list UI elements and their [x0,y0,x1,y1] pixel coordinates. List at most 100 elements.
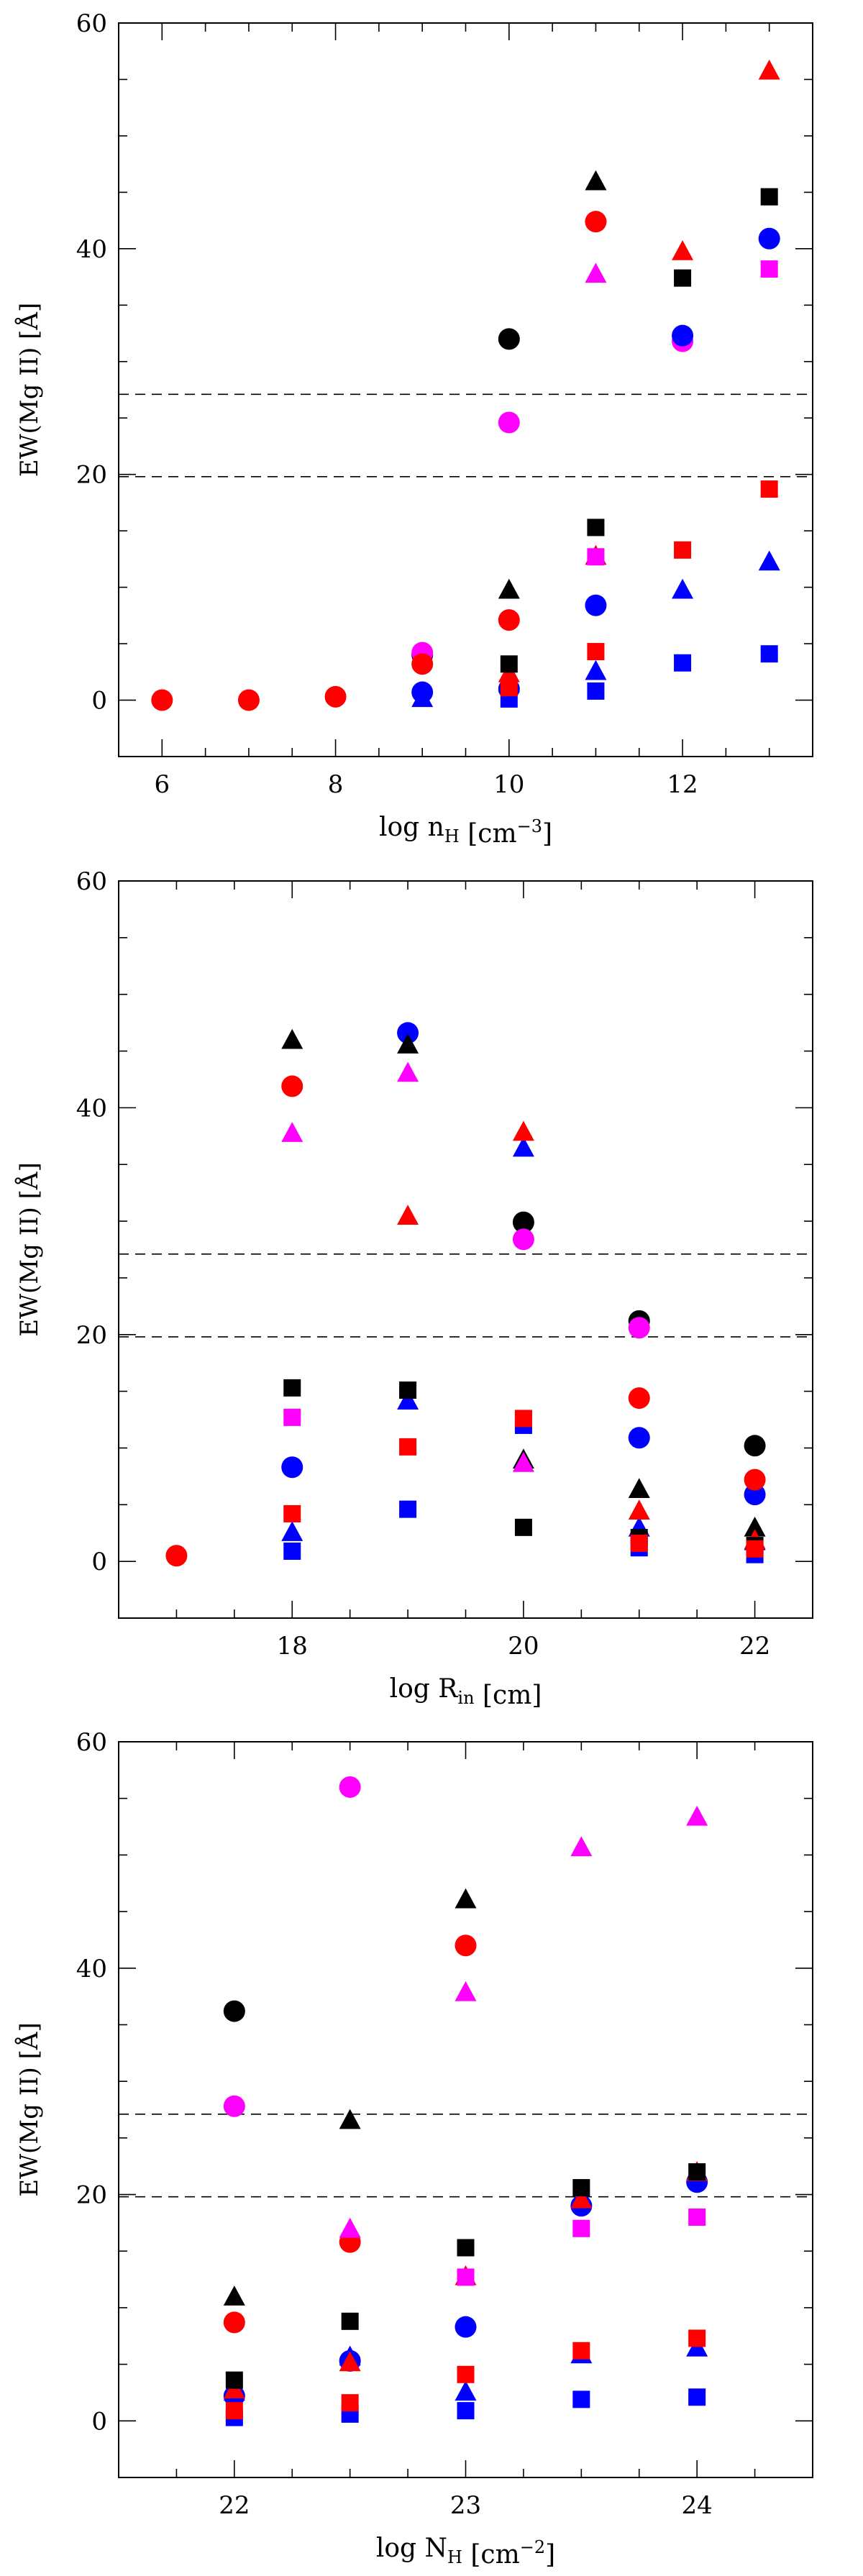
data-point-black-triangle [223,2285,245,2306]
xlabel-main: log R [390,1674,459,1704]
series-magenta-triangle [585,262,607,283]
x-axis-label: log NH [cm−2] [376,2534,555,2570]
series-red-square [283,1410,764,1558]
xlabel-unit-post: ] [542,819,552,849]
data-point-black-circle [223,2000,245,2022]
series-black-triangle [223,1888,477,2306]
data-point-magenta-square [688,2209,706,2226]
data-point-black-square [688,2163,706,2181]
data-point-magenta-square [587,548,605,566]
series-blue-circle [281,1022,766,1506]
xlabel-unit-sup: −3 [517,816,542,836]
x-tick-label: 24 [682,2491,713,2520]
data-point-black-square [572,2179,590,2197]
data-point-red-circle [324,685,347,708]
data-point-black-square [283,1379,301,1397]
y-tick-label: 60 [76,867,107,896]
data-point-red-triangle [339,2351,361,2372]
data-point-magenta-square [760,260,778,278]
xlabel-sub: H [447,2547,462,2567]
y-tick-label: 40 [76,1955,107,1983]
xlabel-sub: in [457,1688,474,1708]
data-point-red-square [225,2402,243,2420]
xlabel-main: log N [376,2534,447,2563]
x-tick-label: 20 [508,1632,539,1661]
series-magenta-square [457,2209,706,2286]
plot-frame [118,22,813,757]
xlabel-unit-pre: [cm [470,2540,519,2570]
data-point-blue-square [674,654,692,672]
data-point-blue-circle [281,1456,303,1479]
data-point-red-square [746,1540,764,1558]
data-point-blue-square [457,2402,475,2420]
y-axis-label: EW(Mg II) [Å] [14,2022,44,2196]
series-magenta-circle [512,1228,650,1339]
data-point-red-triangle [512,1120,534,1141]
data-point-magenta-square [572,2219,590,2237]
data-point-red-triangle [397,1205,419,1225]
data-point-red-triangle [628,1499,650,1520]
y-tick-label: 0 [91,2407,107,2436]
data-point-red-square [341,2394,359,2412]
series-blue-triangle [411,550,780,708]
data-point-red-square [760,480,778,498]
data-point-red-circle [455,1935,477,1957]
data-point-black-square [587,519,605,536]
data-point-blue-triangle [758,550,780,571]
data-point-red-circle [498,609,520,631]
y-tick-label: 40 [76,1094,107,1123]
data-point-red-triangle [758,59,780,80]
data-point-black-circle [744,1435,766,1457]
data-point-red-square [283,1504,301,1522]
data-point-red-circle [585,211,607,233]
data-point-blue-square [572,2390,590,2408]
series-blue-square [500,645,778,708]
data-point-black-square [399,1381,417,1399]
data-point-magenta-circle [628,1317,650,1339]
series-black-square [225,2163,706,2389]
data-point-blue-square [587,682,605,700]
data-point-blue-triangle [281,1521,303,1541]
data-point-black-triangle [628,1478,650,1498]
series-red-circle [165,1075,766,1567]
data-point-magenta-triangle [281,1122,303,1142]
series-red-triangle [397,1120,766,1549]
data-point-black-triangle [744,1516,766,1537]
data-point-black-square [225,2371,243,2389]
data-point-blue-square [688,2388,706,2406]
data-point-blue-circle [397,1022,419,1044]
data-point-magenta-square [283,1408,301,1426]
data-point-black-square [500,655,518,673]
data-point-blue-circle [628,1427,650,1449]
data-point-blue-square [760,645,778,663]
data-point-red-circle [628,1387,650,1410]
x-axis-label: log nH [cm−3] [379,813,552,849]
data-point-magenta-triangle [512,1451,534,1472]
data-point-blue-triangle [411,687,434,708]
data-point-black-square [514,1518,532,1536]
data-point-red-square [514,1410,532,1428]
data-point-black-circle [512,1211,534,1233]
data-point-blue-circle [758,227,780,250]
series-black-circle [223,2000,245,2022]
data-point-red-circle [281,1075,303,1097]
data-point-red-circle [223,2311,245,2334]
data-point-magenta-circle [339,1776,361,1798]
y-tick-label: 20 [76,2181,107,2210]
data-point-black-square [457,2239,475,2257]
data-point-red-square [587,643,605,661]
data-point-blue-triangle [672,578,694,599]
series-magenta-circle [223,1776,361,2117]
x-tick-label: 18 [277,1632,308,1661]
data-point-black-triangle [585,170,607,191]
data-point-blue-triangle [455,2380,477,2401]
data-point-magenta-circle [512,1228,534,1251]
x-tick-label: 22 [739,1632,770,1661]
data-point-magenta-triangle [397,1061,419,1082]
data-point-red-square [572,2342,590,2360]
data-point-red-square [500,679,518,697]
data-point-black-triangle [455,1888,477,1909]
y-tick-label: 60 [76,9,107,38]
data-point-red-circle [744,1469,766,1491]
